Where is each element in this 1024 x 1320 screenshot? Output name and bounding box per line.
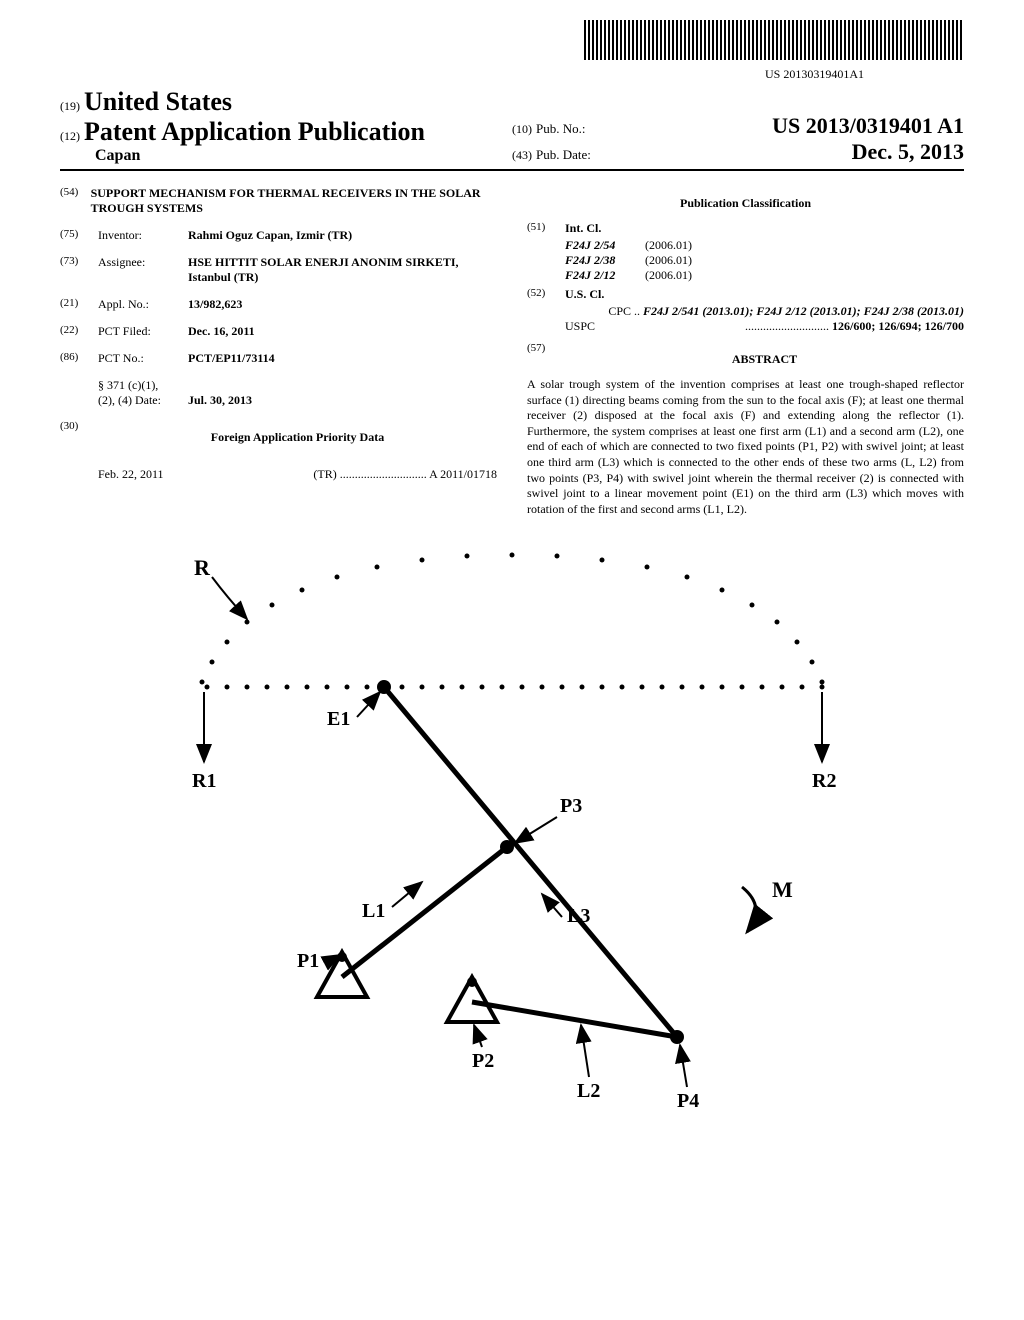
label-p2: P2 [472,1050,494,1072]
foreign-num: A 2011/01718 [429,467,497,481]
int2-year: (2006.01) [645,253,692,268]
point-p2-dot [467,977,477,987]
label-l2: L2 [577,1080,600,1102]
pub-date: Dec. 5, 2013 [852,139,964,165]
country: United States [84,87,232,116]
foreign-heading: Foreign Application Priority Data [98,430,497,445]
code-21: (21) [60,297,98,312]
label-p4: P4 [677,1090,699,1112]
code-75: (75) [60,228,98,243]
code-54: (54) [60,186,91,216]
pub-no-label: Pub. No.: [536,121,585,136]
reflector-curve [200,553,825,685]
p3-label-arrow [515,817,557,843]
code-51: (51) [527,221,565,236]
inventor-label: Inventor: [98,228,188,243]
label-p1: P1 [297,950,319,972]
code-10: (10) [512,122,532,136]
code-52: (52) [527,287,565,302]
code-57: (57) [527,342,565,377]
pct-no-value: PCT/EP11/73114 [188,351,497,366]
s371-date-label: (2), (4) Date: [98,393,188,408]
r-arrow [212,577,247,619]
assignee-label: Assignee: [98,255,188,285]
assignee-value: HSE HITTIT SOLAR ENERJI ANONIM SIRKETI, … [188,255,497,285]
header-row: (19) United States (12) Patent Applicati… [60,87,964,171]
pub-type: Patent Application Publication [84,117,425,146]
code-12: (12) [60,129,80,143]
pub-date-label: Pub. Date: [536,147,591,162]
figure-area: R R1 R2 E1 L1 L3 P3 P1 P2 L2 P4 M [60,547,964,1132]
code-19: (19) [60,99,80,113]
label-m: M [772,877,793,902]
uspc-value: 126/600; 126/694; 126/700 [832,319,964,333]
code-43: (43) [512,148,532,162]
header-left: (19) United States (12) Patent Applicati… [60,87,512,165]
abstract-heading: ABSTRACT [565,352,964,367]
arm-l2 [472,1002,677,1037]
p2-label-arrow [474,1025,482,1047]
barcode-text: US 20130319401A1 [60,67,864,82]
uspc-dots: ............................ [745,319,829,333]
point-p3 [500,840,514,854]
cpc-label: CPC .. [608,304,640,318]
int1: F24J 2/54 [565,238,645,253]
m-arrow [742,887,756,932]
l2-label-arrow [581,1025,589,1077]
point-p4 [670,1030,684,1044]
code-22: (22) [60,324,98,339]
body-section: (54) SUPPORT MECHANISM FOR THERMAL RECEI… [60,186,964,517]
p4-label-arrow [680,1045,687,1087]
int1-year: (2006.01) [645,238,692,253]
barcode-area: US 20130319401A1 [60,20,964,82]
pub-no: US 2013/0319401 A1 [772,113,964,139]
code-73: (73) [60,255,98,285]
label-r: R [194,555,211,580]
label-r1: R1 [192,770,216,792]
classification-heading: Publication Classification [527,196,964,211]
pct-filed-label: PCT Filed: [98,324,188,339]
right-col: Publication Classification (51) Int. Cl.… [527,186,964,517]
int3: F24J 2/12 [565,268,645,283]
s371-date-value: Jul. 30, 2013 [188,393,497,408]
code-30: (30) [60,420,98,455]
label-p3: P3 [560,795,582,817]
code-86: (86) [60,351,98,366]
title-54: SUPPORT MECHANISM FOR THERMAL RECEIVERS … [91,186,497,216]
patent-figure: R R1 R2 E1 L1 L3 P3 P1 P2 L2 P4 M [122,547,902,1127]
inventor-value: Rahmi Oguz Capan, Izmir (TR) [188,228,497,243]
label-l3: L3 [567,905,590,927]
focal-line [205,685,825,690]
abstract-text: A solar trough system of the invention c… [527,377,964,517]
point-p1-dot [337,952,347,962]
int3-year: (2006.01) [645,268,692,283]
left-col: (54) SUPPORT MECHANISM FOR THERMAL RECEI… [60,186,497,517]
pct-no-label: PCT No.: [98,351,188,366]
arm-l3 [384,687,677,1037]
uspc-label: USPC [565,319,595,334]
pct-filed-value: Dec. 16, 2011 [188,324,497,339]
barcode [584,20,964,60]
int2: F24J 2/38 [565,253,645,268]
header-right: (10) Pub. No.: US 2013/0319401 A1 (43) P… [512,113,964,165]
appl-value: 13/982,623 [188,297,497,312]
appl-label: Appl. No.: [98,297,188,312]
us-cl-label: U.S. Cl. [565,287,604,302]
label-l1: L1 [362,900,385,922]
inventor-last: Capan [95,147,512,165]
label-r2: R2 [812,770,836,792]
int-cl-label: Int. Cl. [565,221,601,236]
cpc-value: F24J 2/541 (2013.01); F24J 2/12 (2013.01… [643,304,964,318]
foreign-country: (TR) [313,467,336,481]
label-e1: E1 [327,708,350,730]
foreign-date: Feb. 22, 2011 [98,467,164,482]
l1-label-arrow [392,882,422,907]
e1-label-arrow [357,692,380,717]
s371-label: § 371 (c)(1), [98,378,497,393]
